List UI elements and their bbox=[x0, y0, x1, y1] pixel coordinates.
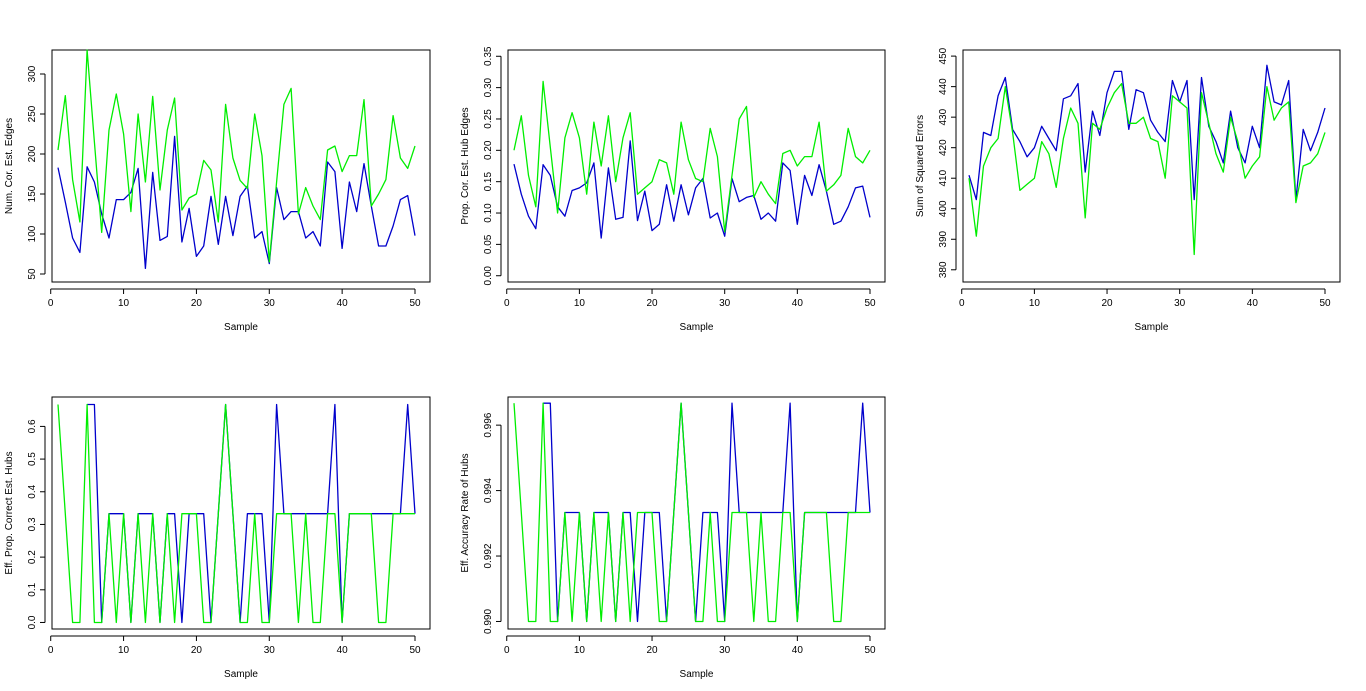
x-tick-label: 0 bbox=[959, 298, 965, 309]
y-tick-label: 100 bbox=[27, 225, 38, 242]
x-tick-label: 40 bbox=[337, 645, 349, 656]
x-axis-label: Sample bbox=[1135, 322, 1169, 333]
y-tick-label: 0.2 bbox=[27, 550, 38, 564]
x-tick-label: 50 bbox=[409, 645, 421, 656]
blue-series-line bbox=[968, 64, 1326, 201]
y-tick-label: 250 bbox=[27, 105, 38, 122]
chart-panel-5: 0 10 20 30 40 50 0.990 0.992 0.994 0.996 Sample Eff… bbox=[460, 396, 886, 680]
chart-panel-4: 0 10 20 30 40 50 0.0 0.1 0.2 0.3 0.4 0.5 0.6 Sample Ef… bbox=[4, 396, 431, 680]
plot-frame bbox=[51, 396, 431, 630]
y-tick-label: 0.990 bbox=[483, 609, 494, 634]
blue-series-line bbox=[57, 135, 416, 270]
y-tick-label: 400 bbox=[938, 200, 949, 217]
x-tick-label: 40 bbox=[1247, 298, 1259, 309]
x-tick-label: 40 bbox=[337, 298, 349, 309]
x-tick-label: 30 bbox=[719, 645, 731, 656]
y-axis-label: Eff. Accuracy Rate of Hubs bbox=[460, 453, 471, 572]
x-tick-label: 50 bbox=[409, 298, 421, 309]
green-series-line bbox=[968, 82, 1326, 256]
green-series-line bbox=[513, 402, 870, 623]
x-tick-label: 20 bbox=[191, 298, 203, 309]
x-tick-label: 50 bbox=[864, 298, 876, 309]
y-tick-label: 420 bbox=[938, 139, 949, 156]
x-tick-label: 40 bbox=[792, 298, 804, 309]
y-tick-label: 0.3 bbox=[27, 517, 38, 531]
x-tick-label: 0 bbox=[48, 645, 54, 656]
y-tick-label: 430 bbox=[938, 108, 949, 125]
x-tick-label: 20 bbox=[1101, 298, 1113, 309]
x-axis-label: Sample bbox=[680, 669, 714, 680]
green-series-line bbox=[513, 80, 871, 233]
x-tick-label: 40 bbox=[792, 645, 804, 656]
x-tick-label: 0 bbox=[504, 645, 510, 656]
y-tick-label: 0.05 bbox=[483, 234, 494, 254]
y-tick-label: 410 bbox=[938, 169, 949, 186]
y-tick-label: 440 bbox=[938, 78, 949, 95]
y-tick-label: 0.15 bbox=[483, 172, 494, 192]
y-axis-label: Num. Cor. Est. Edges bbox=[4, 118, 15, 214]
x-axis-label: Sample bbox=[224, 669, 258, 680]
green-series-line bbox=[57, 49, 416, 263]
chart-panel-3: 0 10 20 30 40 50 380 390 400 410 420 430 440 450 Sampl… bbox=[915, 47, 1341, 333]
y-axis-label: Prop. Cor. Est. Hub Edges bbox=[460, 107, 471, 224]
y-tick-label: 390 bbox=[938, 230, 949, 247]
y-tick-label: 150 bbox=[27, 185, 38, 202]
green-series-line bbox=[57, 403, 415, 624]
y-tick-label: 200 bbox=[27, 145, 38, 162]
x-axis-label: Sample bbox=[224, 322, 258, 333]
x-tick-label: 20 bbox=[646, 645, 658, 656]
y-tick-label: 0.996 bbox=[483, 412, 494, 437]
x-axis-label: Sample bbox=[680, 322, 714, 333]
y-tick-label: 50 bbox=[27, 268, 38, 280]
x-tick-label: 30 bbox=[264, 645, 276, 656]
y-tick-label: 450 bbox=[938, 47, 949, 64]
y-tick-label: 0.30 bbox=[483, 77, 494, 97]
x-tick-label: 20 bbox=[646, 298, 658, 309]
y-tick-label: 0.10 bbox=[483, 203, 494, 223]
x-tick-label: 10 bbox=[1029, 298, 1041, 309]
x-tick-label: 30 bbox=[719, 298, 731, 309]
x-tick-label: 20 bbox=[191, 645, 203, 656]
y-tick-label: 300 bbox=[27, 65, 38, 82]
x-tick-label: 10 bbox=[574, 298, 586, 309]
plot-frame bbox=[51, 49, 431, 283]
y-tick-label: 380 bbox=[938, 261, 949, 278]
x-tick-label: 50 bbox=[1319, 298, 1331, 309]
chart-panel-1: 0 10 20 30 40 50 50 100 150 200 250 300 Sample Num. C… bbox=[4, 49, 431, 333]
y-tick-label: 0.4 bbox=[27, 484, 38, 498]
blue-series-line bbox=[513, 140, 871, 239]
plot-frame bbox=[507, 396, 886, 630]
y-tick-label: 0.994 bbox=[483, 478, 494, 503]
plot-frame bbox=[962, 49, 1341, 283]
x-tick-label: 0 bbox=[504, 298, 510, 309]
y-axis-label: Eff. Prop. Correct Est. Hubs bbox=[4, 451, 15, 574]
x-tick-label: 10 bbox=[574, 645, 586, 656]
x-tick-label: 30 bbox=[264, 298, 276, 309]
y-tick-label: 0.992 bbox=[483, 543, 494, 568]
y-tick-label: 0.25 bbox=[483, 109, 494, 129]
x-tick-label: 10 bbox=[118, 645, 130, 656]
y-tick-label: 0.6 bbox=[27, 419, 38, 433]
y-tick-label: 0.35 bbox=[483, 46, 494, 66]
chart-panel-2: 0 10 20 30 40 50 0.00 0.05 0.10 0.15 0.20 0.25 0.30 0… bbox=[460, 46, 886, 333]
y-tick-label: 0.20 bbox=[483, 140, 494, 160]
y-tick-label: 0.5 bbox=[27, 452, 38, 466]
y-axis-label: Sum of Squared Errors bbox=[915, 115, 926, 217]
x-tick-label: 10 bbox=[118, 298, 130, 309]
y-tick-label: 0.1 bbox=[27, 582, 38, 596]
y-tick-label: 0.0 bbox=[27, 615, 38, 629]
plot-frame bbox=[507, 49, 886, 283]
x-tick-label: 30 bbox=[1174, 298, 1186, 309]
x-tick-label: 50 bbox=[864, 645, 876, 656]
x-tick-label: 0 bbox=[48, 298, 54, 309]
y-tick-label: 0.00 bbox=[483, 266, 494, 286]
